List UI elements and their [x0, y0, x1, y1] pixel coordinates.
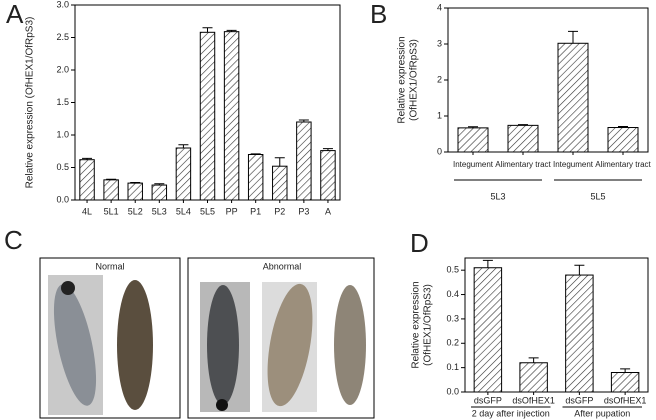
error-bar — [250, 153, 261, 155]
error-bar — [482, 259, 493, 268]
error-bar — [226, 29, 237, 32]
caption: Abnormal — [263, 261, 302, 271]
y-tick-label: 4 — [437, 2, 442, 12]
x-tick-label: Alimentary tract — [595, 160, 651, 169]
error-bar — [202, 27, 213, 33]
error-bar — [620, 368, 631, 373]
bar — [175, 147, 192, 201]
y-tick-label: 0.1 — [446, 362, 459, 372]
x-tick-label: dsOfHEX1 — [604, 395, 647, 405]
error-bar — [518, 124, 528, 126]
y-axis-label: Relative expression (OfHEX1/OfRpS3) — [25, 17, 36, 189]
caption: Normal — [95, 261, 124, 271]
bar — [519, 362, 548, 393]
y-tick-label: 3 — [437, 38, 442, 48]
group-label: 5L5 — [590, 191, 605, 201]
y-axis-label: (OfHEX1/OfRpS3) — [409, 39, 420, 121]
x-tick-label: Integument — [453, 160, 494, 169]
group-label: After pupation — [574, 408, 630, 418]
photo-frame — [39, 257, 181, 419]
y-tick-label: 1.5 — [56, 97, 69, 107]
bar — [247, 154, 264, 201]
y-tick-label: 2.0 — [56, 64, 69, 74]
bar — [565, 274, 594, 393]
x-tick-label: A — [325, 206, 331, 216]
error-bar — [568, 30, 578, 44]
y-tick-label: 0.0 — [56, 194, 69, 204]
bar — [457, 127, 489, 153]
x-tick-label: P2 — [274, 206, 285, 216]
x-tick-label: P3 — [298, 206, 309, 216]
panel-letter: D — [410, 228, 429, 258]
x-tick-label: dsGFP — [474, 395, 502, 405]
photos — [48, 275, 366, 415]
x-tick-label: 4L — [82, 206, 92, 216]
error-bar — [274, 157, 285, 167]
bar — [272, 165, 288, 201]
panel-letter: B — [370, 0, 387, 29]
error-bar — [106, 178, 117, 180]
x-tick-label: 5L1 — [104, 206, 119, 216]
x-tick-label: 5L2 — [128, 206, 143, 216]
bar — [151, 184, 168, 201]
y-tick-label: 0.4 — [446, 289, 459, 299]
x-tick-label: Alimentary tract — [495, 160, 551, 169]
x-tick-label: PP — [226, 206, 238, 216]
bar — [473, 267, 503, 393]
error-bar — [178, 144, 189, 148]
error-bar — [130, 181, 141, 184]
bar — [127, 182, 143, 201]
y-tick-label: 2 — [437, 74, 442, 84]
error-bar — [528, 357, 539, 363]
y-tick-label: 0.5 — [446, 265, 459, 275]
y-tick-label: 1.0 — [56, 129, 69, 139]
error-bar — [298, 119, 309, 122]
error-bar — [82, 157, 93, 160]
bar — [199, 31, 216, 201]
y-tick-label: 1 — [437, 110, 442, 120]
y-tick-label: 3.0 — [56, 0, 69, 9]
x-tick-label: Integument — [553, 160, 594, 169]
y-axis-label: Relative expression — [411, 281, 422, 368]
x-tick-label: dsGFP — [565, 395, 593, 405]
group-label: 5L3 — [490, 191, 505, 201]
bar — [103, 179, 119, 201]
x-tick-label: 5L5 — [200, 206, 215, 216]
bar — [507, 124, 539, 153]
bar — [79, 159, 95, 201]
y-axis-label: Relative expression — [397, 36, 408, 123]
y-tick-label: 0 — [437, 146, 442, 156]
photo-frame — [187, 257, 375, 419]
error-bar — [574, 264, 585, 276]
error-bar — [618, 125, 628, 128]
x-tick-label: dsOfHEX1 — [512, 395, 555, 405]
x-tick-label: 5L3 — [152, 206, 167, 216]
error-bar — [322, 148, 333, 151]
y-tick-label: 0.2 — [446, 338, 459, 348]
bar — [557, 42, 589, 153]
bar — [607, 127, 639, 153]
bar — [296, 121, 312, 201]
y-tick-label: 0.0 — [446, 386, 459, 396]
y-axis-label: (OfHEX1/OfRpS3) — [423, 284, 434, 366]
panel-letter: A — [6, 0, 24, 29]
y-tick-label: 0.5 — [56, 162, 69, 172]
bar — [320, 150, 336, 201]
y-tick-label: 2.5 — [56, 32, 69, 42]
plot-frame — [464, 257, 649, 393]
x-tick-label: 5L4 — [176, 206, 191, 216]
error-bar — [154, 183, 165, 186]
x-tick-label: P1 — [250, 206, 261, 216]
error-bar — [468, 126, 478, 128]
group-label: 2 day after injection — [472, 408, 550, 418]
y-tick-label: 0.3 — [446, 313, 459, 323]
bar — [610, 372, 640, 393]
panel-letter: C — [4, 225, 23, 255]
bar — [223, 31, 240, 201]
